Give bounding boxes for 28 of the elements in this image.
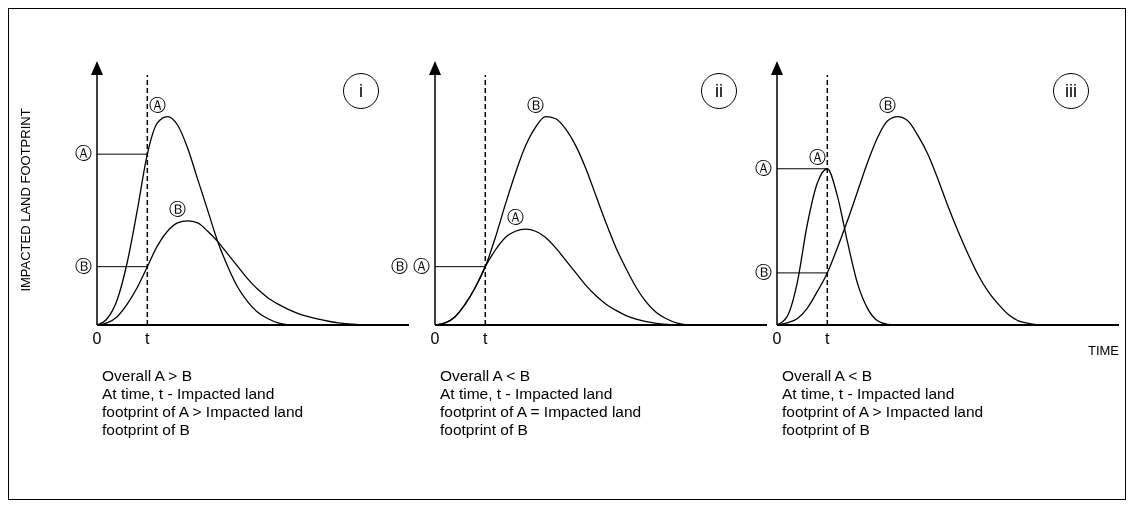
series-label: Ⓐ xyxy=(808,147,826,167)
x-tick-label: 0 xyxy=(92,330,102,348)
series-label: Ⓐ xyxy=(148,95,166,115)
ref-line-label: Ⓐ xyxy=(75,143,92,166)
ref-line-label: Ⓑ xyxy=(75,255,92,278)
text: Overall A > B xyxy=(102,367,194,385)
series-label: Ⓑ xyxy=(169,199,187,219)
text: At time, t - Impacted land footprint of A = Impacted land footprint of B xyxy=(440,385,643,439)
chart-title: iii xyxy=(1053,73,1089,109)
x-tick-label: t xyxy=(145,330,151,348)
chart-title: ii xyxy=(701,73,737,109)
x-axis-title: TIME xyxy=(1087,343,1120,358)
series-label: Ⓑ xyxy=(527,95,545,115)
x-tick-label: t xyxy=(483,330,489,348)
x-tick-label: 0 xyxy=(430,330,440,348)
text: At time, t - Impacted land footprint of A > Impacted land footprint of B xyxy=(782,385,985,439)
series-label: Ⓐ xyxy=(506,208,524,228)
ref-line-label: Ⓑ Ⓐ xyxy=(391,255,430,278)
y-axis-title: IMPACTED LAND FOOTPRINT xyxy=(18,108,33,292)
x-tick-label: 0 xyxy=(772,330,782,348)
text: Overall A < B xyxy=(782,367,874,385)
series-label: Ⓑ xyxy=(879,95,897,115)
ref-line-label: Ⓐ xyxy=(755,157,772,180)
text: Overall A < B xyxy=(440,367,532,385)
ref-line-label: Ⓑ xyxy=(755,261,772,284)
text: At time, t - Impacted land footprint of A > Impacted land footprint of B xyxy=(102,385,305,439)
chart-title: i xyxy=(343,73,379,109)
x-tick-label: t xyxy=(825,330,831,348)
